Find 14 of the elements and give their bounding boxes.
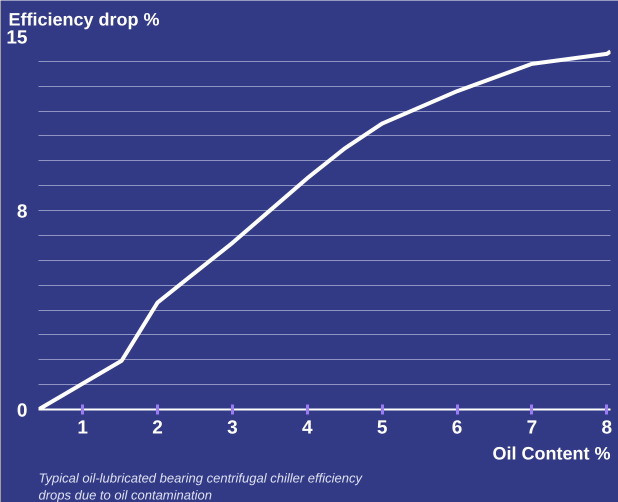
text: Typical oil-lubricated bearing centrifugal chiller efficiency drops due to oil contamination xyxy=(38,470,364,502)
x-tick-label: 2 xyxy=(152,418,163,438)
x-tick-label: 8 xyxy=(601,418,612,438)
x-tick-label: 6 xyxy=(452,418,462,438)
y-axis-title: Efficiency drop % xyxy=(8,10,160,30)
y-tick-label: 0 xyxy=(16,400,28,422)
x-axis-title: Oil Content % xyxy=(492,444,611,464)
x-tick-label: 5 xyxy=(376,418,388,438)
x-tick-label: 3 xyxy=(227,418,238,438)
x-tick-label: 4 xyxy=(302,418,313,438)
y-tick-label: 8 xyxy=(16,202,28,223)
x-tick-label: 1 xyxy=(77,418,88,438)
x-tick-label: 7 xyxy=(526,418,538,438)
y-tick-label: 15 xyxy=(6,28,28,48)
